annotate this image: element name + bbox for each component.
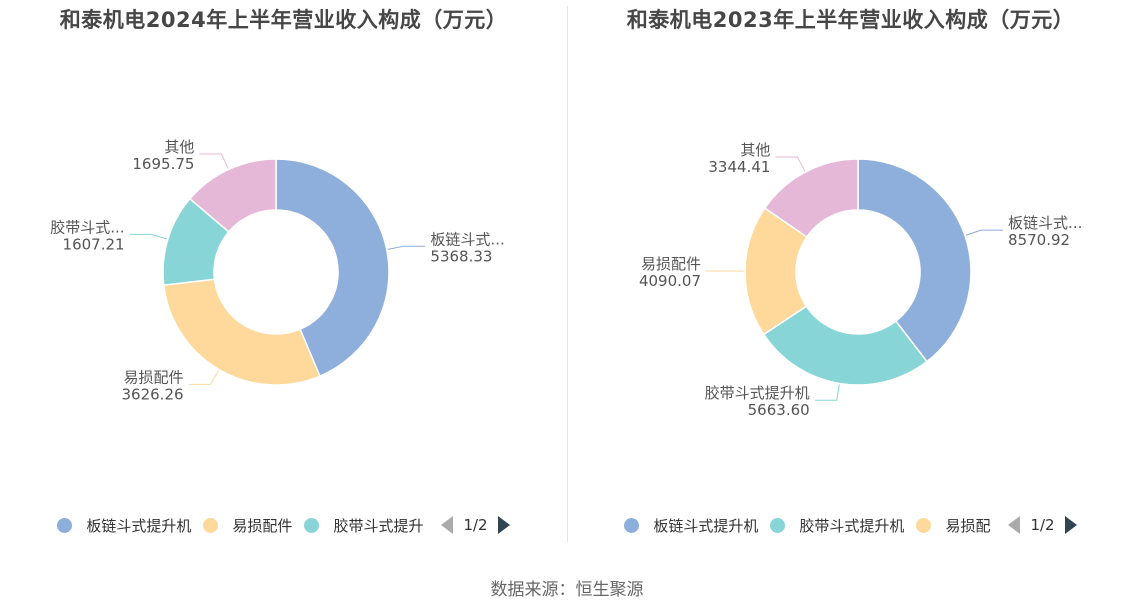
slice-name-label: 易损配件 (124, 368, 184, 386)
slice-name-label: 易损配件 (641, 255, 701, 273)
slice-value-label: 3626.26 (122, 385, 184, 403)
legend-dot-icon (57, 517, 73, 533)
legend-item-3[interactable]: 胶带斗式提升 (304, 515, 423, 536)
chart-title: 和泰机电2024年上半年营业收入构成（万元） (59, 8, 508, 32)
legend-dot-icon (770, 517, 786, 533)
legend-label: 胶带斗式提升 (333, 516, 424, 535)
leader-line-3 (129, 233, 168, 240)
legend-item-3[interactable]: 易损配 (916, 515, 990, 536)
slice-value-label: 5368.33 (430, 247, 492, 265)
leader-line-2 (814, 384, 840, 401)
legend-pager: 1/2 (441, 516, 510, 534)
chart-panel-2024: 和泰机电2024年上半年营业收入构成（万元） 板链斗式... 5368.33 易损配… (0, 0, 567, 545)
slice-value-label: 3344.41 (708, 158, 770, 176)
data-source-label: 数据来源：恒生聚源 (490, 580, 644, 600)
legend-prev-arrow-icon[interactable] (441, 516, 454, 534)
slice-name-label: 板链斗式... (1008, 214, 1082, 232)
legend-prev-arrow-icon[interactable] (1008, 516, 1021, 534)
legend-dot-icon (624, 517, 640, 533)
donut-slice-1[interactable] (857, 158, 972, 363)
legend-dot-icon (203, 517, 219, 533)
slice-value-label: 1607.21 (63, 235, 125, 253)
leader-line-2 (188, 370, 220, 385)
panel-divider (567, 6, 568, 542)
legend-page-indicator: 1/2 (1030, 516, 1055, 534)
legend-label: 易损配件 (232, 516, 293, 535)
legend-label: 胶带斗式提升机 (799, 516, 905, 535)
legend-item-1[interactable]: 板链斗式提升机 (624, 515, 758, 536)
donut-slice-4[interactable] (763, 158, 859, 238)
legend-dot-icon (916, 517, 932, 533)
legend-label: 板链斗式提升机 (86, 516, 192, 535)
chart-title: 和泰机电2023年上半年营业收入构成（万元） (626, 8, 1075, 32)
legend: 板链斗式提升机 胶带斗式提升机 易损配 1/2 (567, 513, 1134, 537)
donut-slice-4[interactable] (188, 158, 277, 233)
leader-line-4 (199, 153, 229, 169)
legend-page-indicator: 1/2 (463, 516, 488, 534)
slice-value-label: 4090.07 (639, 272, 701, 290)
chart-panel-2023: 和泰机电2023年上半年营业收入构成（万元） 板链斗式... 8570.92 胶带斗… (567, 0, 1134, 545)
donut-slice-1[interactable] (275, 158, 390, 378)
leader-line-1 (387, 245, 426, 250)
slice-name-label: 其他 (740, 141, 770, 159)
legend-pager: 1/2 (1008, 516, 1077, 534)
donut-slice-2[interactable] (162, 278, 321, 386)
legend-label: 板链斗式提升机 (653, 516, 759, 535)
slice-name-label: 胶带斗式... (50, 218, 124, 236)
slice-value-label: 5663.60 (748, 401, 810, 419)
legend-dot-icon (304, 517, 320, 533)
slice-name-label: 其他 (164, 138, 194, 156)
legend-item-1[interactable]: 板链斗式提升机 (57, 515, 191, 536)
legend-next-arrow-icon[interactable] (1064, 516, 1077, 534)
slice-value-label: 1695.75 (132, 155, 194, 173)
donut-slice-2[interactable] (762, 305, 929, 386)
legend-item-2[interactable]: 易损配件 (203, 515, 292, 536)
legend: 板链斗式提升机 易损配件 胶带斗式提升 1/2 (0, 513, 567, 537)
legend-next-arrow-icon[interactable] (497, 516, 510, 534)
slice-value-label: 8570.92 (1008, 231, 1070, 249)
legend-item-2[interactable]: 胶带斗式提升机 (770, 515, 904, 536)
legend-label: 易损配 (945, 516, 991, 535)
leader-line-4 (775, 156, 806, 172)
slice-name-label: 板链斗式... (430, 230, 504, 248)
slice-name-label: 胶带斗式提升机 (705, 384, 810, 402)
leader-line-1 (965, 229, 1004, 236)
